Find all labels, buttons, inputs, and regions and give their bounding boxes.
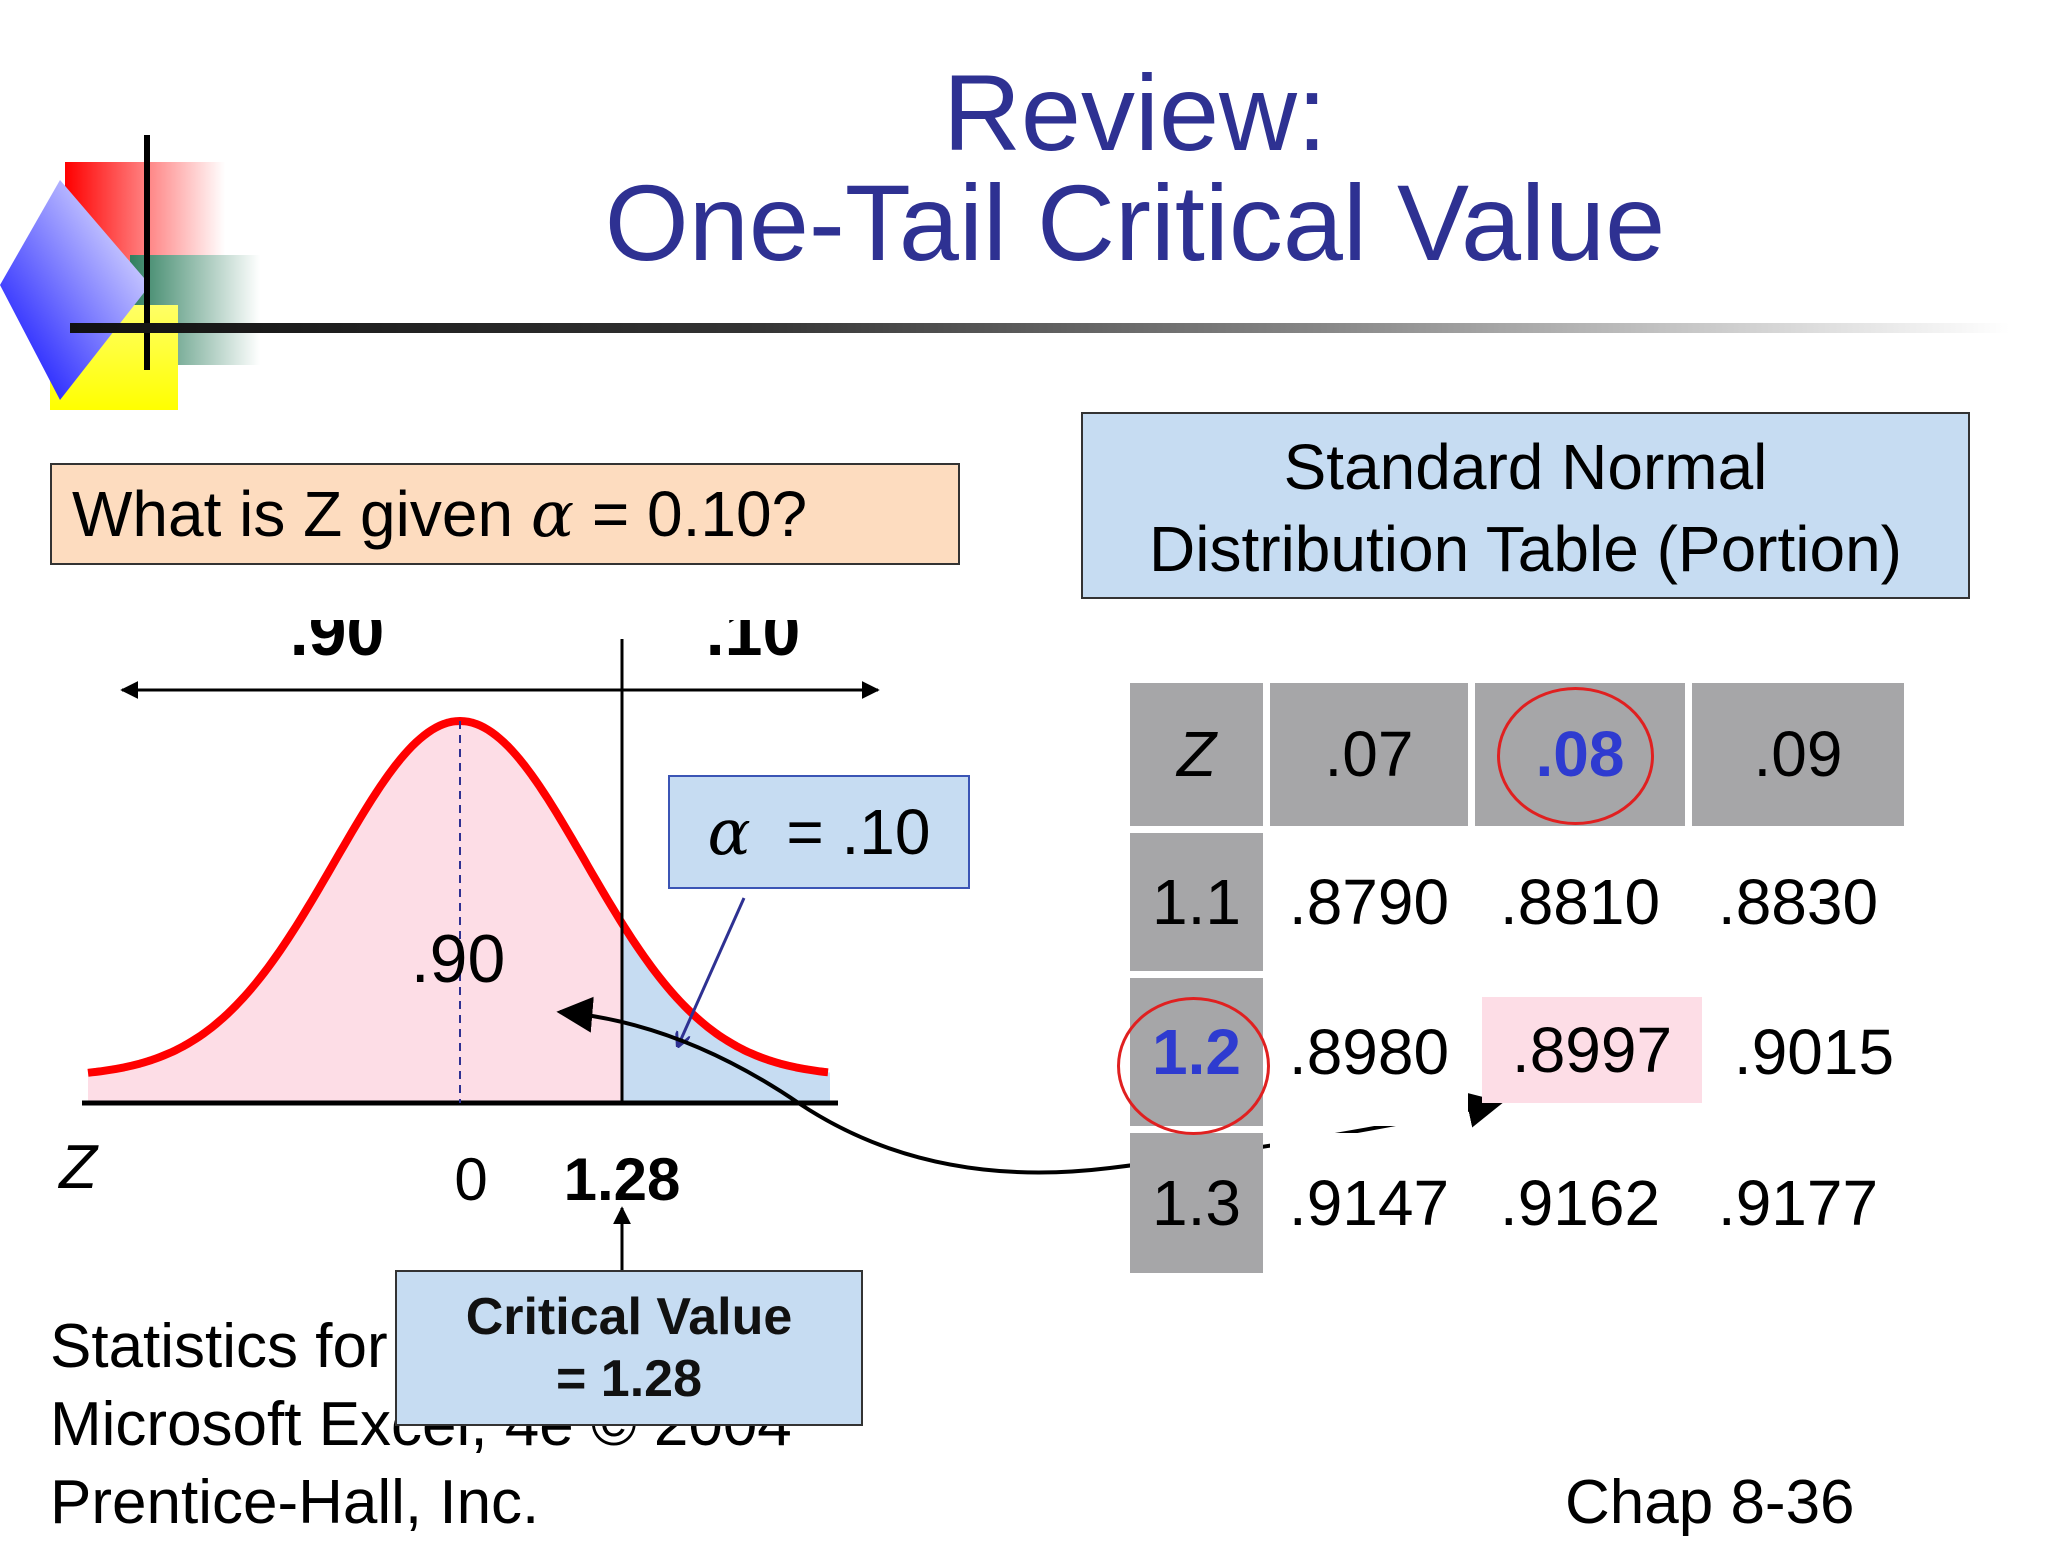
decorative-logo <box>0 135 270 410</box>
slide-title-line1: Review: <box>942 52 1328 173</box>
table-title-line2: Distribution Table (Portion) <box>1149 513 1902 585</box>
z-table-cell: .8790 <box>1270 833 1468 971</box>
z-table-cell: .9015 <box>1708 978 1920 1126</box>
area-label: .90 <box>411 921 506 997</box>
z-table-cell: .8830 <box>1692 833 1904 971</box>
left-area-fill <box>88 721 622 1103</box>
question-prefix: What is Z given <box>72 478 514 550</box>
z-table-cell: .9147 <box>1270 1133 1468 1273</box>
z-table-cell: .9162 <box>1475 1133 1685 1273</box>
normal-curve-diagram: .90 .10 .90 Z 0 1.28 <box>57 620 1504 1270</box>
critical-box-line1: Critical Value <box>465 1288 793 1346</box>
chapter-label: Chap 8-36 <box>1565 1468 1855 1537</box>
z-table-cell-highlighted: .8997 <box>1482 997 1702 1103</box>
z-table-col-header: .07 <box>1270 683 1468 826</box>
question-box: What is Z given α = 0.10? <box>50 463 960 565</box>
z-table-cell: .8810 <box>1475 833 1685 971</box>
left-probability-label: .90 <box>290 620 385 670</box>
question-alpha-symbol: α <box>530 478 575 552</box>
z-axis-label: Z <box>57 1133 99 1202</box>
column-highlight-circle <box>1497 687 1654 825</box>
critical-box-line2: = 1.28 <box>555 1350 703 1408</box>
question-suffix: = 0.10? <box>574 478 808 550</box>
critical-value-label: 1.28 <box>564 1146 681 1213</box>
alpha-value-text: = .10 <box>750 796 931 868</box>
mean-label: 0 <box>454 1146 487 1213</box>
z-table-cell: .8980 <box>1270 978 1468 1126</box>
footer-line3: Prentice-Hall, Inc. <box>50 1468 540 1537</box>
right-probability-label: .10 <box>706 620 801 670</box>
table-title-line1: Standard Normal <box>1283 431 1768 503</box>
z-table-row-header: 1.3 <box>1130 1133 1263 1273</box>
title-rule <box>70 323 2010 333</box>
critical-value-callout-box: Critical Value = 1.28 <box>395 1270 863 1426</box>
z-table-cell: .9177 <box>1692 1133 1904 1273</box>
alpha-callout-box: α = .10 <box>668 775 970 889</box>
z-table-corner: Z <box>1130 683 1263 826</box>
alpha-symbol: α <box>707 796 751 870</box>
alpha-pointer-arrow <box>678 897 746 1046</box>
table-title-box: Standard Normal Distribution Table (Port… <box>1081 412 1970 599</box>
z-table-col-header: .09 <box>1692 683 1904 826</box>
right-area-fill <box>622 923 830 1103</box>
slide-title-line2: One-Tail Critical Value <box>604 162 1666 283</box>
z-table-row-header: 1.1 <box>1130 833 1263 971</box>
row-highlight-circle <box>1117 997 1270 1135</box>
